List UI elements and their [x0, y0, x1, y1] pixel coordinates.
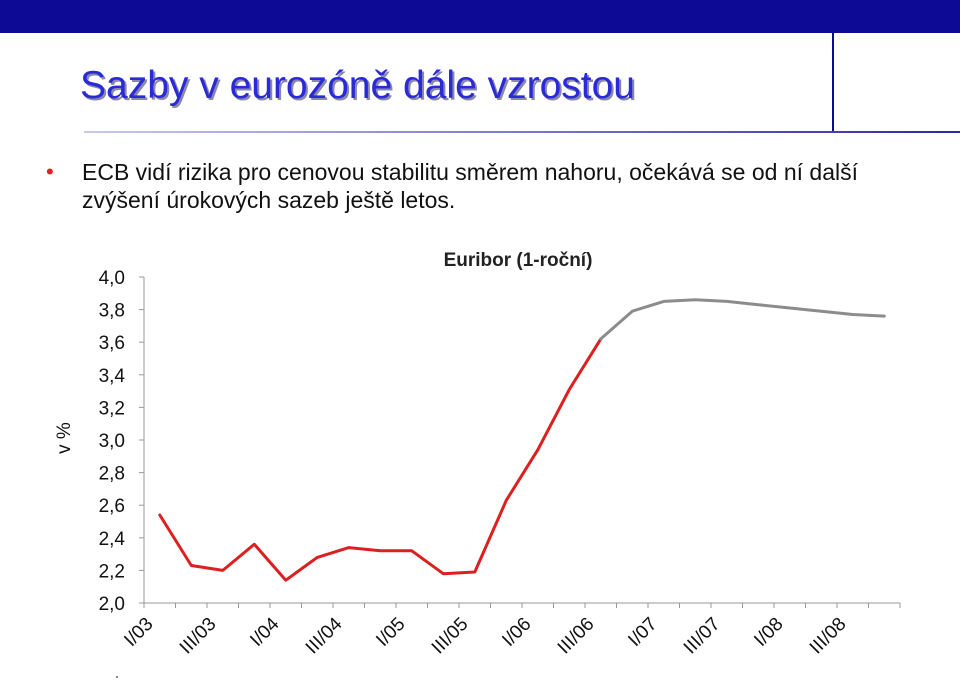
x-tick-label: III/04 — [302, 613, 347, 658]
y-tick-label: 2,4 — [99, 529, 126, 550]
y-tick-label: 3,6 — [99, 333, 125, 354]
y-tick-label: 3,2 — [99, 398, 125, 419]
decorative-horizontal-line — [84, 131, 960, 133]
series-layer — [158, 298, 886, 582]
decorative-vertical-line — [832, 33, 834, 131]
x-tick-label: III/05 — [428, 614, 473, 659]
y-tick-label: 3,8 — [99, 301, 125, 322]
x-tick-label: III/07 — [680, 614, 725, 659]
bullet-dot-icon: • — [46, 159, 54, 184]
x-tick-label: I/03 — [120, 614, 157, 651]
x-tick-label: III/03 — [176, 614, 221, 659]
series-line-actual — [158, 337, 603, 582]
small-dot — [116, 676, 118, 678]
y-tick-label: 2,8 — [99, 464, 125, 485]
y-tick-label: 3,4 — [99, 366, 126, 387]
y-tick-label: 2,6 — [99, 496, 125, 517]
bullet-text: ECB vidí rizika pro cenovou stabilitu sm… — [82, 159, 858, 213]
x-tick-label: I/06 — [498, 614, 535, 651]
y-tick-label: 2,2 — [99, 561, 125, 582]
x-axis: I/03 III/03 I/04 III/04 I/05 III/05 I/06 III/06… — [120, 602, 901, 659]
chart-title: Euribor (1-roční) — [444, 250, 593, 271]
y-tick-label: 3,0 — [99, 431, 125, 452]
y-tick-label: 2,0 — [99, 594, 125, 615]
y-axis-label: v % — [54, 422, 75, 454]
y-tick-label: 4,0 — [99, 268, 125, 289]
x-tick-label: I/05 — [372, 614, 409, 651]
x-tick-label: I/08 — [750, 614, 787, 651]
x-tick-label: I/07 — [624, 614, 661, 651]
series-line-forecast — [599, 298, 886, 341]
x-tick-label: I/04 — [246, 613, 284, 651]
x-tick-label: III/08 — [806, 614, 851, 659]
x-tick-label: III/06 — [554, 614, 599, 659]
top-band — [0, 0, 960, 33]
y-axis: 4,0 3,8 3,6 3,4 3,2 3,0 2,8 2,6 2,4 2,2 2,0 — [99, 268, 145, 615]
slide-title: Sazby v eurozóně dále vzrostou — [80, 64, 635, 107]
